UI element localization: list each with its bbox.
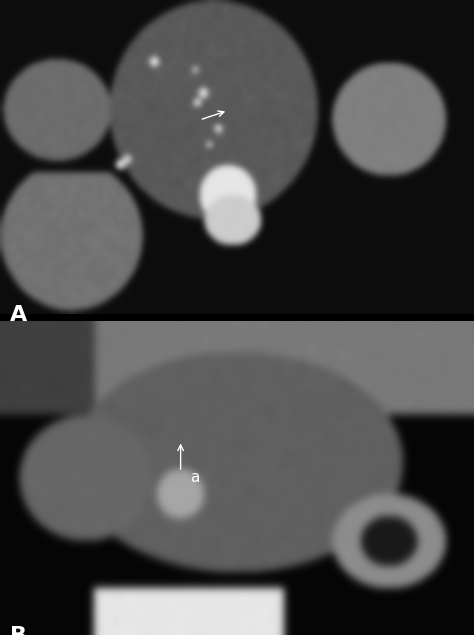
Text: A: A xyxy=(10,305,27,325)
Text: B: B xyxy=(10,626,27,635)
Text: a: a xyxy=(190,470,200,485)
